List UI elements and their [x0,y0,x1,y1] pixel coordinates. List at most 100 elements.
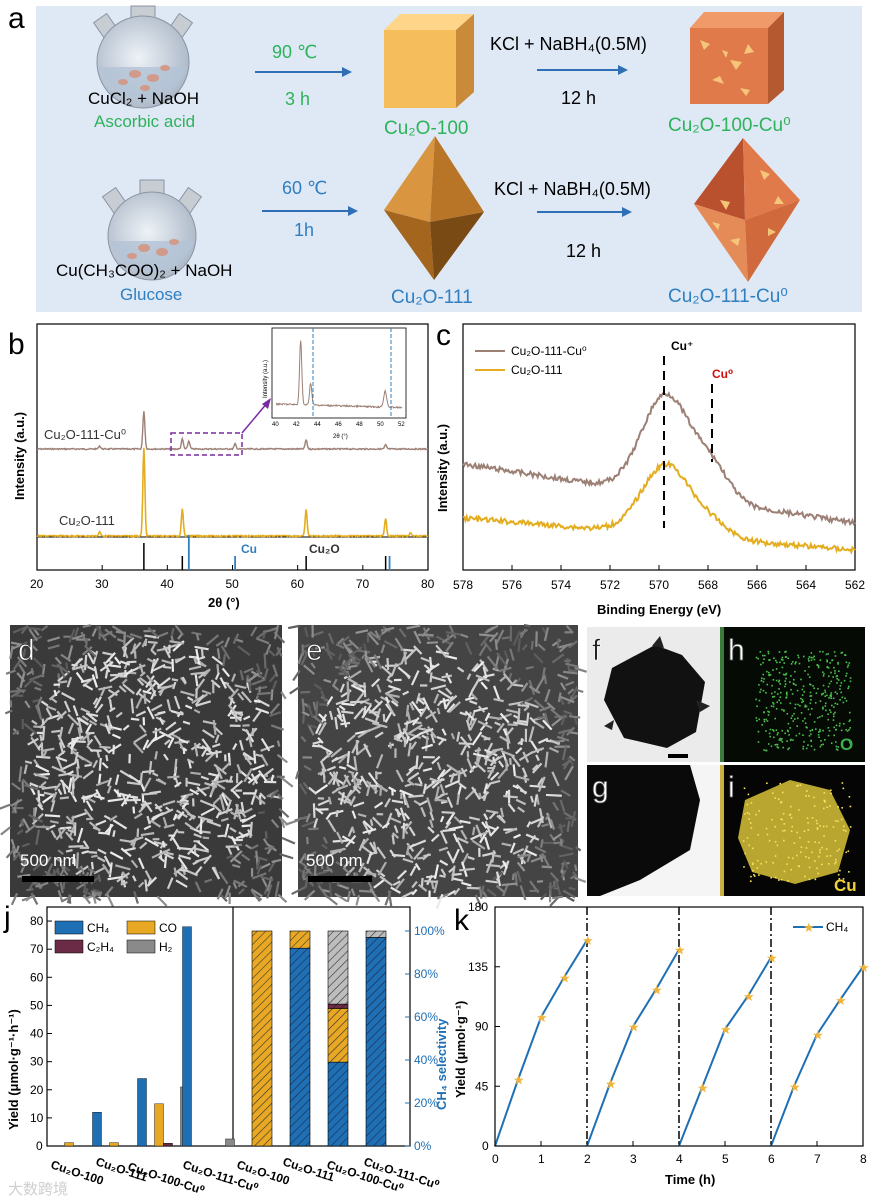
star-marker: ★ [605,1077,617,1092]
sem-flake [49,820,59,824]
sem-flake [560,789,571,797]
eds-dot [810,659,813,661]
sem-flake [377,861,388,876]
sem-flake [33,657,45,669]
sem-flake [559,682,567,691]
sem-flake [72,664,88,671]
sem-flake [133,733,148,744]
selectivity-segment-CO [251,930,273,1147]
eds-dot [795,734,798,737]
sem-flake [204,782,218,788]
sem-flake [240,801,245,813]
sem-flake [67,713,80,727]
sem-flake [306,703,314,719]
sem-flake [358,862,365,873]
eds-dot [836,682,838,684]
eds-dot [832,715,835,718]
eds-dot [827,685,830,688]
eds-dot [765,730,767,732]
selectivity-segment-CO [327,1008,349,1063]
eds-dot [836,749,839,751]
eds-dot [767,743,770,745]
eds-dot [790,868,793,871]
sem-flake [122,724,130,731]
eds-dot [803,741,805,743]
element-label-o: O [840,735,853,754]
sem-flake [174,781,182,788]
eds-dot [772,669,774,671]
sem-flake [217,834,227,838]
eds-dot [742,840,745,842]
sem-flake [348,770,355,775]
eds-dot [840,682,843,684]
eds-dot [830,693,832,696]
eds-dot [838,670,840,672]
sem-flake [58,726,64,741]
sem-flake [393,825,399,834]
sem-flake [305,813,311,823]
sem-flake [146,815,151,825]
sem-flake [178,738,189,744]
eds-dot [782,673,785,676]
sem-flake [199,799,216,808]
star-marker: ★ [674,942,686,957]
sem-flake [303,643,311,648]
sem-flake [501,860,508,870]
sem-flake [390,886,401,894]
sem-flake [473,660,485,673]
eds-dot [821,863,823,866]
sem-flake [530,795,534,803]
sem-flake [350,684,366,694]
inset-ticks: 40 42 44 46 48 50 52 [272,422,405,428]
eds-dot [789,813,792,816]
eds-dot [847,687,849,690]
sem-flake [437,689,453,700]
eds-dot [793,842,796,844]
sem-flake [144,879,148,892]
sem-flake [431,675,447,682]
sem-flake [57,750,66,758]
sem-flake [277,793,284,801]
sem-flake [147,640,158,644]
sem-flake [366,851,373,865]
sem-flake [314,807,324,815]
x-tick-label: 568 [698,578,718,592]
eds-dot [792,857,794,860]
sem-flake [475,674,490,682]
bar-CO [154,1103,164,1147]
eds-dot [808,660,810,662]
sem-flake [531,762,543,774]
eds-dot [757,730,760,733]
sem-flake [85,712,99,717]
eds-dot [797,865,800,867]
sem-flake [456,793,460,805]
sem-flake [133,650,137,659]
sem-flake [402,857,414,864]
eds-dot [752,862,754,865]
sem-flake [270,689,274,701]
sem-flake [253,794,266,805]
eds-dot [750,827,753,829]
eds-dot [823,792,826,794]
sem-flake [371,816,383,828]
row1-additive: Ascorbic acid [94,112,195,131]
sem-flake [575,846,582,852]
eds-dot [832,826,835,828]
sem-flake [118,685,127,693]
sem-flake [517,708,521,723]
eds-dot [785,692,788,695]
sem-flake [153,840,168,847]
sem-flake [181,676,187,684]
sem-flake [371,700,384,712]
sem-flake [485,809,499,814]
sem-flake [492,747,504,752]
sem-flake [32,680,43,687]
eds-dot [810,733,812,735]
eds-dot [773,736,775,739]
sem-flake [132,797,138,805]
eds-dot [807,822,809,824]
sem-flake [51,729,61,734]
sem-flake [395,731,403,739]
eds-dot [827,718,829,721]
eds-dot [779,782,782,785]
